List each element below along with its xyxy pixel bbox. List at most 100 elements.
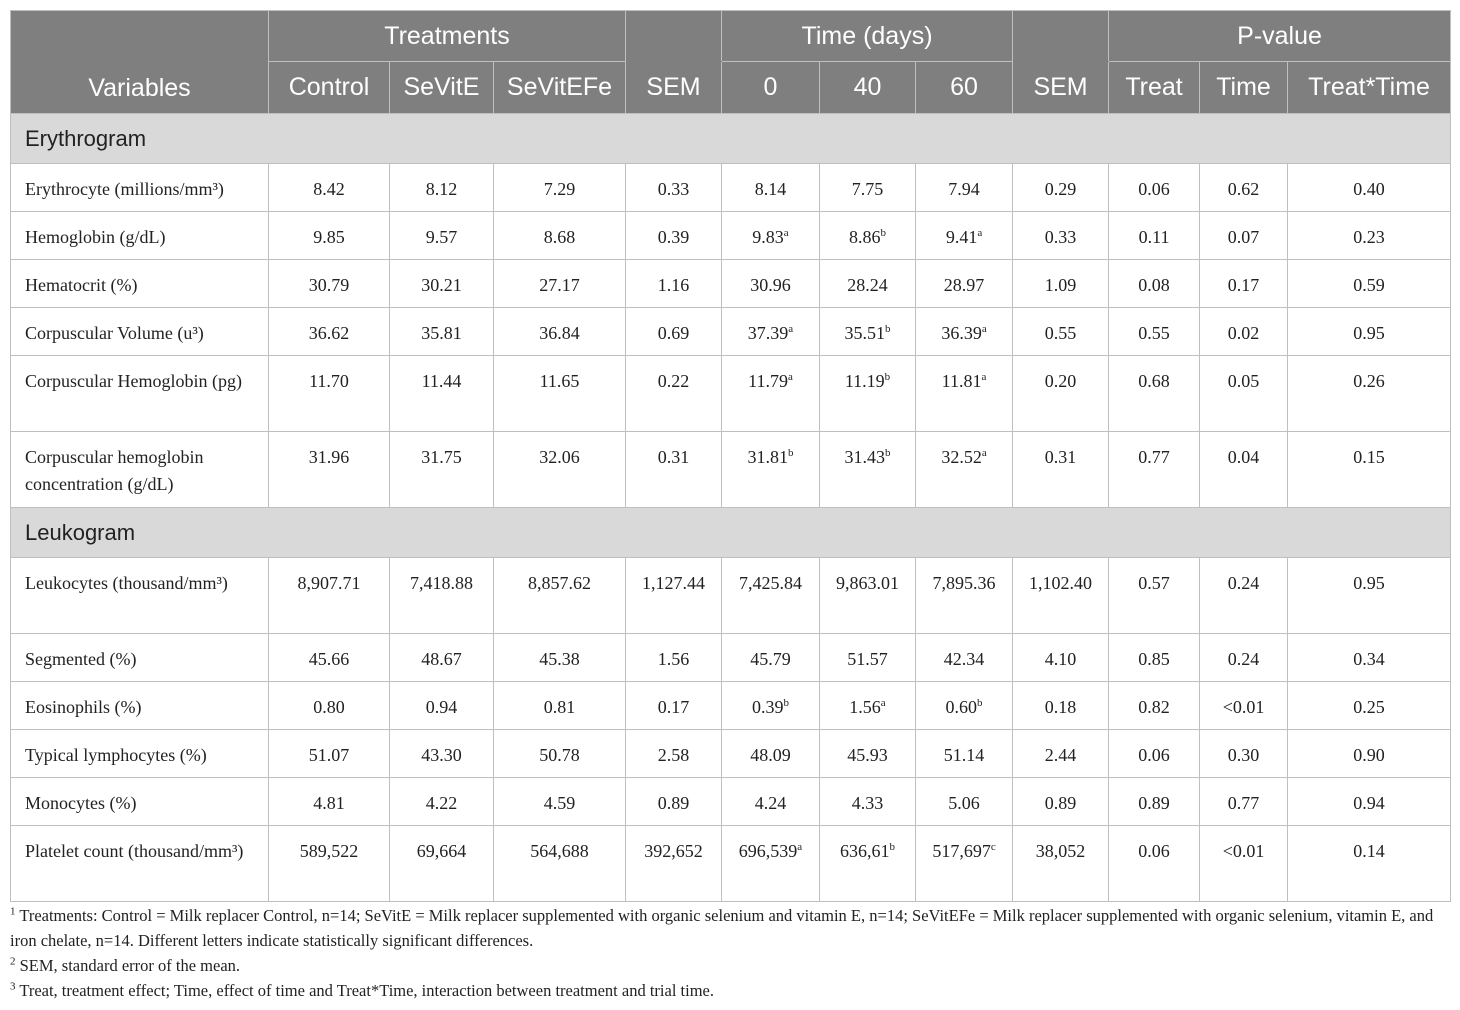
cell-value: 45.66 — [308, 649, 350, 669]
table-row: Platelet count (thousand/mm³) 589,522 69,6… — [10, 825, 1452, 902]
column-header: 0 — [721, 61, 820, 114]
cell-value: 0.23 — [1353, 227, 1385, 247]
cell-value: 28.24 — [847, 275, 888, 295]
significance-letter: a — [797, 841, 803, 853]
cell-value: 36.39 — [941, 323, 982, 343]
table-cell: 11.19b — [819, 355, 916, 432]
cell-value: 43.30 — [421, 745, 462, 765]
cell-value: 45.93 — [847, 745, 888, 765]
row-label: Corpuscular Volume (u³) — [10, 307, 269, 356]
cell-value: 0.11 — [1138, 227, 1170, 247]
cell-value: 48.67 — [421, 649, 462, 669]
cell-value: 0.06 — [1138, 745, 1170, 765]
table-cell: 0.23 — [1287, 211, 1452, 260]
table-cell: <0.01 — [1199, 681, 1289, 730]
cell-value: 0.95 — [1353, 573, 1385, 593]
table-row: Corpuscular hemoglobin concentration (g/… — [10, 431, 1452, 508]
table-cell: 0.57 — [1108, 557, 1201, 634]
table-cell: 8.68 — [493, 211, 626, 260]
cell-value: 0.15 — [1353, 447, 1385, 467]
cell-value: 7.29 — [543, 179, 576, 199]
cell-value: 0.02 — [1227, 323, 1260, 343]
footnote-text: Treat, treatment effect; Time, effect of… — [15, 981, 714, 1000]
table-cell: 1.16 — [625, 259, 722, 308]
table-row: Hematocrit (%) 30.79 30.21 27.17 1.16 30.96 28… — [10, 259, 1452, 308]
table-cell: 8.42 — [268, 163, 390, 212]
table-cell: 589,522 — [268, 825, 390, 902]
table-cell: 1.09 — [1012, 259, 1110, 308]
cell-value: 589,522 — [299, 841, 359, 861]
cell-value: 517,697 — [932, 841, 991, 861]
results-table-container: Variables Treatments Time (days) P-value… — [9, 10, 1452, 902]
table-cell: 51.57 — [819, 633, 916, 682]
header-group-spacer — [625, 10, 722, 62]
footnote: 3 Treat, treatment effect; Time, effect … — [10, 978, 1450, 1003]
cell-value: 4.59 — [543, 793, 576, 813]
table-cell: 7.75 — [819, 163, 916, 212]
table-cell: 0.14 — [1287, 825, 1452, 902]
table-cell: 0.55 — [1012, 307, 1110, 356]
table-cell: 7,418.88 — [389, 557, 494, 634]
results-table: Variables Treatments Time (days) P-value… — [9, 10, 1452, 902]
cell-value: 36.84 — [539, 323, 580, 343]
cell-value: 9.85 — [313, 227, 345, 247]
significance-letter: a — [787, 371, 793, 383]
table-cell: 32.52a — [914, 431, 1014, 508]
cell-value: 8,907.71 — [297, 573, 361, 593]
table-cell: 0.77 — [1108, 431, 1201, 508]
table-cell: 50.78 — [493, 729, 626, 778]
cell-value: 0.40 — [1353, 179, 1385, 199]
table-cell: 0.68 — [1108, 355, 1201, 432]
table-cell: 51.14 — [914, 729, 1014, 778]
cell-value: 45.38 — [539, 649, 580, 669]
table-cell: 1.56 — [625, 633, 722, 682]
row-label: Leukocytes (thousand/mm³) — [10, 557, 269, 634]
row-label: Typical lymphocytes (%) — [10, 729, 269, 778]
table-cell: 0.31 — [1012, 431, 1110, 508]
table-cell: 8.86b — [819, 211, 916, 260]
significance-letter: a — [977, 227, 983, 239]
cell-value: 636,61 — [840, 841, 890, 861]
cell-value: 31.81 — [747, 447, 789, 467]
column-header: SeVitEFe — [493, 61, 626, 114]
cell-value: 45.79 — [750, 649, 791, 669]
significance-letter: b — [880, 227, 887, 239]
cell-value: 51.07 — [308, 745, 350, 765]
table-cell: 2.44 — [1012, 729, 1110, 778]
cell-value: 0.60 — [945, 697, 978, 717]
table-cell: 0.06 — [1108, 163, 1201, 212]
significance-letter: b — [885, 447, 891, 459]
table-cell: 0.89 — [1012, 777, 1110, 826]
cell-value: 0.62 — [1227, 179, 1260, 199]
cell-value: 0.69 — [657, 323, 690, 343]
cell-value: 696,539 — [738, 841, 798, 861]
cell-value: 0.95 — [1353, 323, 1385, 343]
cell-value: 0.89 — [657, 793, 690, 813]
table-cell: 564,688 — [493, 825, 626, 902]
table-cell: 11.65 — [493, 355, 626, 432]
column-header: Treat — [1108, 61, 1201, 114]
table-cell: 11.44 — [389, 355, 494, 432]
cell-value: 0.30 — [1227, 745, 1260, 765]
row-label: Corpuscular Hemoglobin (pg) — [10, 355, 269, 432]
cell-value: 35.81 — [421, 323, 462, 343]
table-cell: 0.95 — [1287, 557, 1452, 634]
cell-value: 0.89 — [1138, 793, 1170, 813]
row-label: Erythrocyte (millions/mm³) — [10, 163, 269, 212]
cell-value: 51.14 — [943, 745, 985, 765]
table-cell: 0.02 — [1199, 307, 1289, 356]
cell-value: 0.55 — [1138, 323, 1170, 343]
significance-letter: a — [981, 323, 987, 335]
table-cell: <0.01 — [1199, 825, 1289, 902]
cell-value: 4.10 — [1044, 649, 1077, 669]
table-cell: 0.25 — [1287, 681, 1452, 730]
cell-value: 4.22 — [425, 793, 458, 813]
table-cell: 517,697c — [914, 825, 1014, 902]
significance-letter: b — [788, 447, 794, 459]
cell-value: 27.17 — [539, 275, 580, 295]
section-row: Erythrogram — [9, 113, 1452, 164]
significance-letter: c — [990, 841, 996, 853]
significance-letter: a — [783, 227, 789, 239]
footnote: 2 SEM, standard error of the mean. — [10, 953, 1450, 978]
cell-value: 0.29 — [1044, 179, 1077, 199]
